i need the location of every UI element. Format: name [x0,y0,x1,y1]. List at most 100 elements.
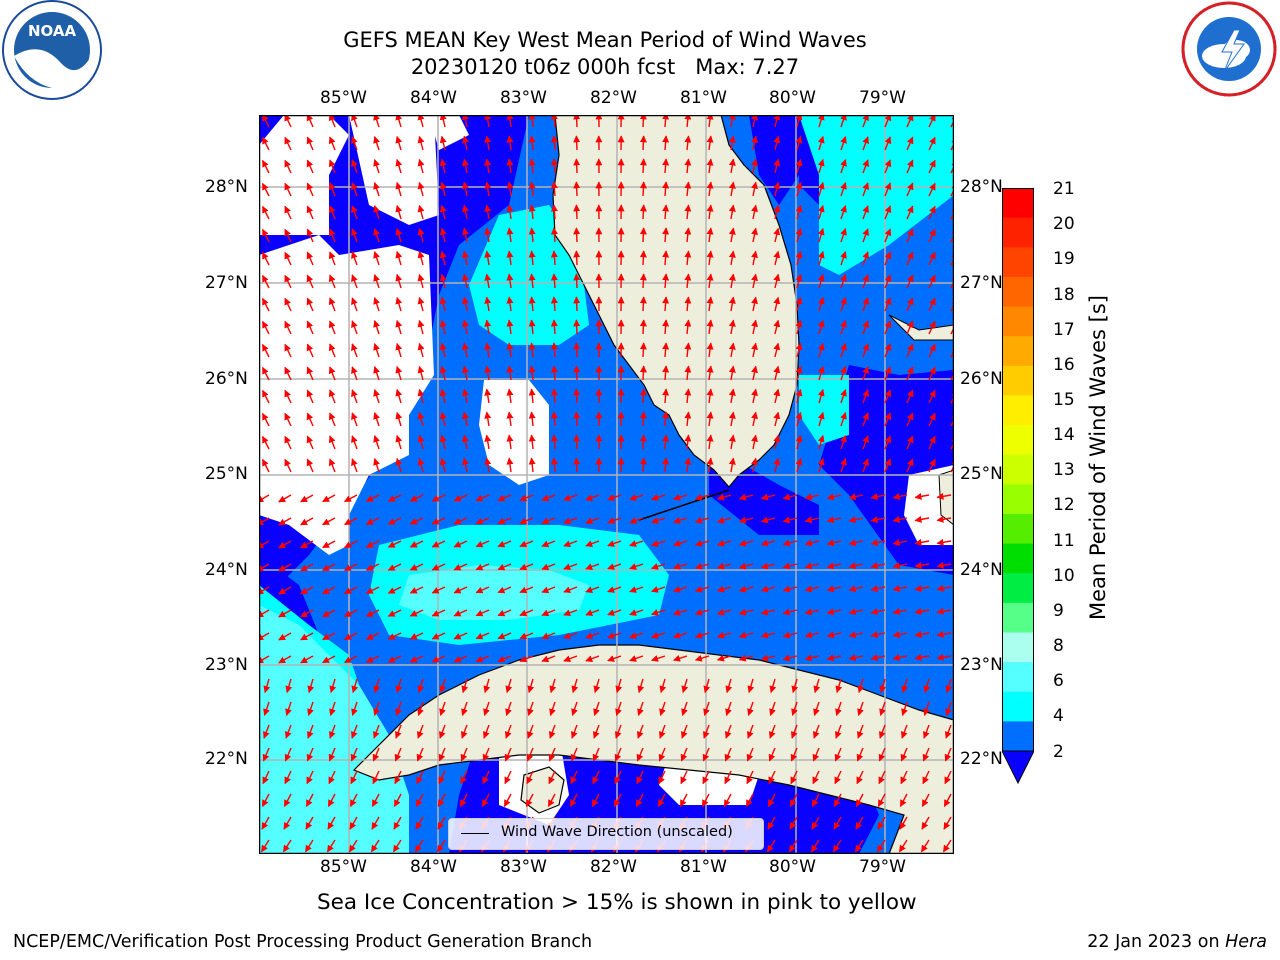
wind-arrow [351,159,358,174]
lon-label-top-3: 83°W [500,88,547,108]
wind-arrow [920,839,930,853]
wind-arrow [261,435,270,450]
wind-arrow [528,296,536,312]
wind-arrow [284,435,292,450]
wind-arrow [278,586,292,595]
wind-arrow [328,389,336,404]
wind-arrow [773,181,781,197]
wind-arrow [767,816,776,830]
wind-arrow [862,136,869,151]
wind-arrow [856,747,864,762]
wind-arrow [350,724,358,739]
wind-arrow [365,540,380,548]
wind-arrow [259,540,270,549]
wind-arrow [373,366,380,381]
wind-arrow [351,366,358,381]
wind-arrow [703,701,710,716]
wind-arrow [351,343,358,358]
map-panel: Wind Wave Direction (unscaled) [258,114,955,855]
wind-arrow [738,516,754,524]
wind-arrow [484,319,492,335]
wind-arrow [439,296,447,312]
wind-arrow [906,136,914,151]
wind-arrow [528,227,536,243]
wind-arrow [773,342,781,358]
wind-arrow [773,388,781,404]
wind-arrow [812,770,820,785]
wind-arrow [760,654,776,662]
colorbar-segment [1002,602,1034,633]
wind-arrow [592,724,600,739]
wind-arrow [877,793,886,808]
wind-arrow [549,701,556,716]
colorbar-tick-16: 16 [1053,355,1075,375]
wind-arrow [550,365,558,381]
wind-arrow [284,366,292,381]
wind-arrow [570,747,578,762]
wind-arrow [662,342,670,358]
wind-arrow [870,608,886,615]
map-frame [258,114,955,855]
wind-arrow [751,319,758,335]
wind-arrow [284,412,292,427]
wind-arrow [788,839,798,853]
wind-arrow [854,839,864,853]
wind-arrow [278,563,292,572]
wind-arrow [906,412,914,427]
wind-arrow [351,320,358,335]
wind-arrow [614,724,622,739]
wind-arrow [439,227,447,243]
wind-arrow [343,632,358,641]
wind-arrow [914,630,930,638]
wind-arrow [417,678,425,694]
wind-arrow [862,228,869,243]
wind-arrow [751,158,758,174]
florida-keys [638,489,730,521]
wind-arrow [387,609,402,617]
wind-arrow [892,608,908,615]
wind-arrow [928,458,936,473]
wind-arrow [438,747,446,762]
wind-arrow [892,631,908,638]
wind-arrow [506,457,514,473]
noaa-logo: NOAA [0,0,104,104]
wind-arrow [306,182,314,197]
colorbar-tick-21: 21 [1053,179,1075,199]
wind-arrow [528,135,536,151]
wind-arrow [651,540,666,547]
wind-arrow [300,540,314,549]
wind-arrow [884,182,892,197]
wind-arrow [651,632,666,639]
wind-arrow [438,770,446,785]
wind-arrow [751,273,758,289]
wind-arrow [497,609,512,617]
wind-arrow [870,585,886,592]
wind-arrow [573,319,581,335]
wind-arrow [723,793,732,808]
wind-arrow [694,539,710,547]
wind-arrow [834,724,842,739]
colorbar-segment [1002,395,1034,426]
wind-arrow [673,562,688,570]
wind-arrow [261,182,270,197]
wind-arrow [862,389,869,404]
wind-arrow [573,411,581,427]
wind-arrow [278,632,292,641]
wind-arrow [306,389,314,404]
wind-arrow [387,655,402,663]
wind-arrow [635,793,644,808]
wind-arrow [439,158,447,174]
wind-arrow [497,586,512,594]
wind-arrow [284,228,292,243]
wind-arrow [306,366,314,381]
wind-arrow [439,388,447,404]
wind-arrow [862,412,869,427]
wind-arrow [877,816,886,830]
wind-arrow [795,158,803,174]
wind-arrow [278,494,292,503]
wind-arrow [284,251,292,266]
wind-arrow [716,631,732,639]
wind-arrow [615,701,622,716]
wind-arrow [387,540,402,548]
wind-arrow [573,250,581,266]
